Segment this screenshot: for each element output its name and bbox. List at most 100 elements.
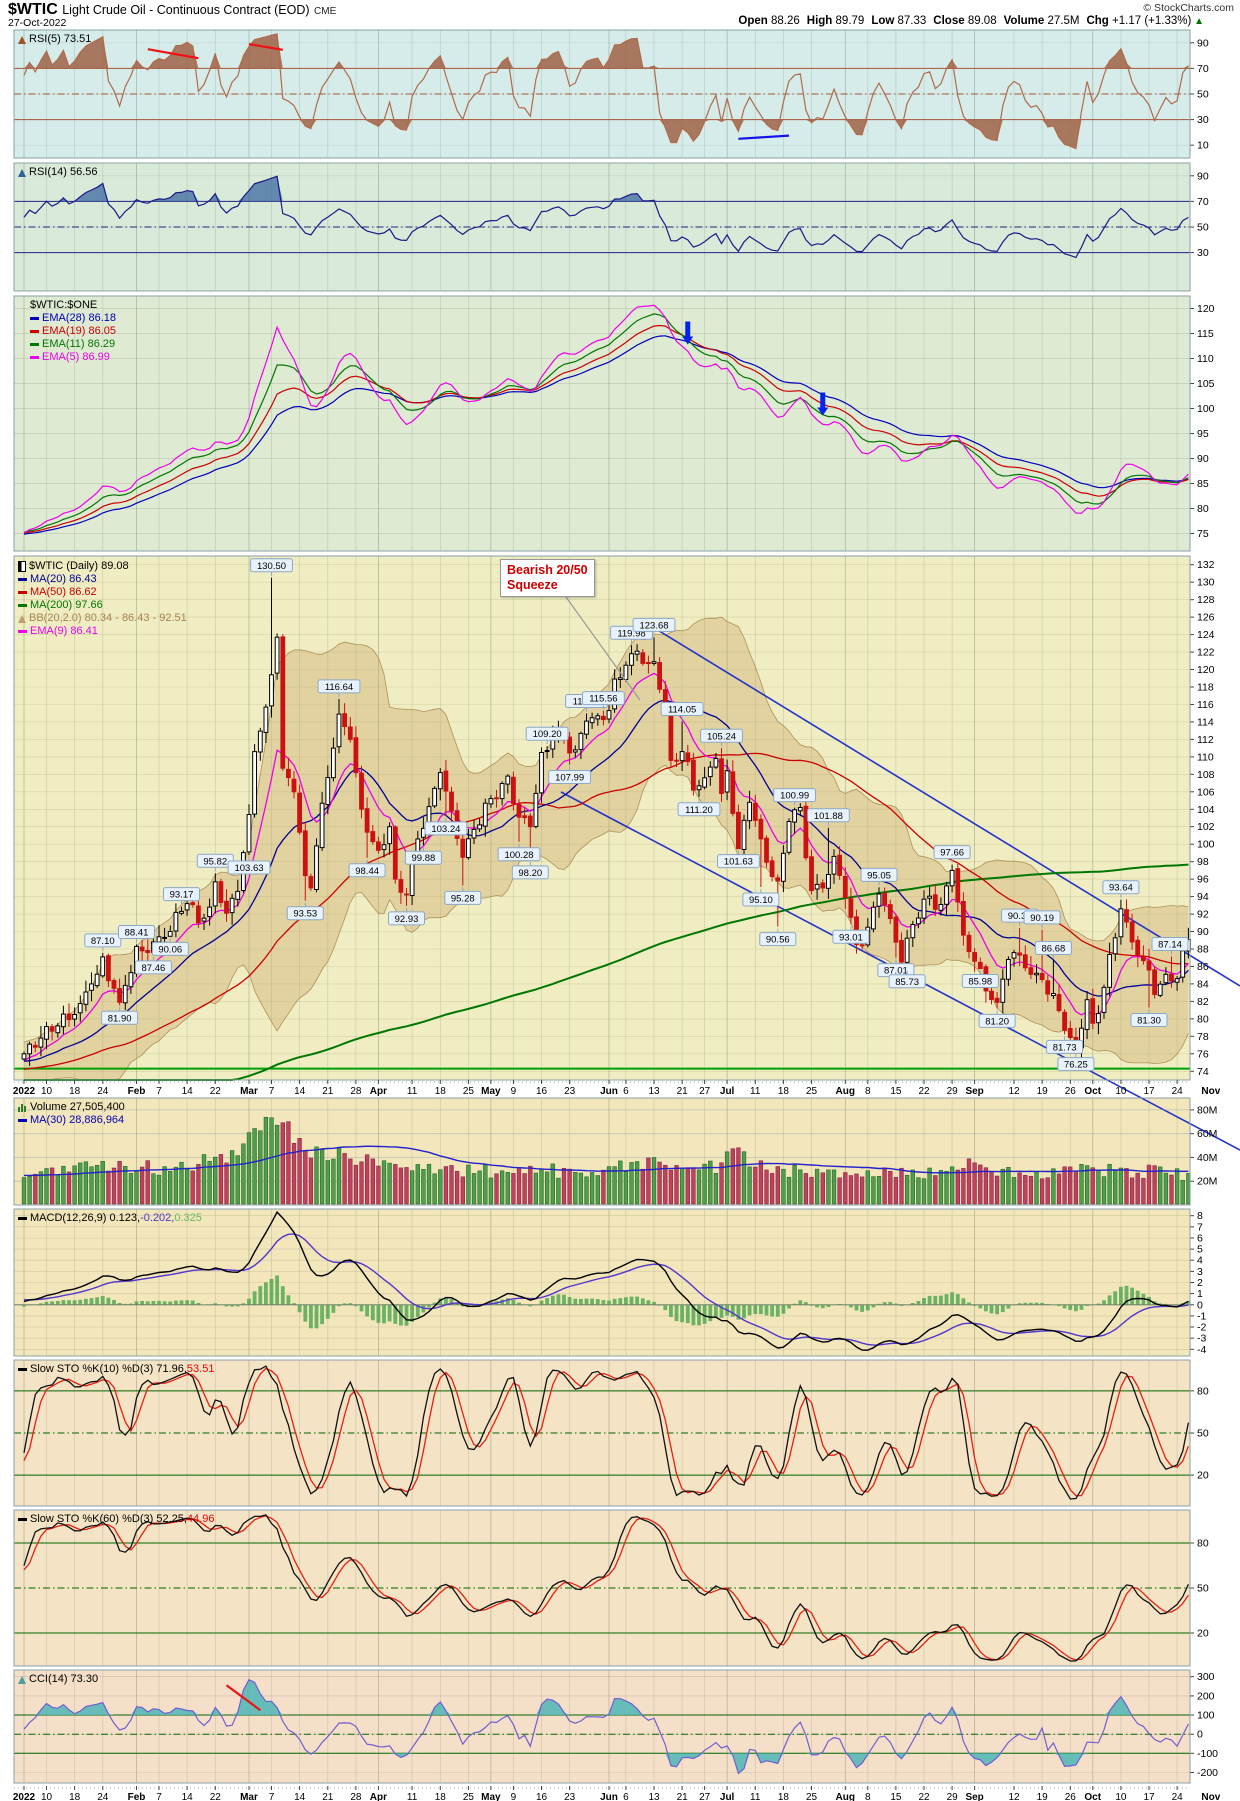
legend-row: MA(50) 86.62 (18, 586, 187, 599)
svg-text:106: 106 (1197, 786, 1215, 798)
svg-text:40M: 40M (1197, 1152, 1217, 1164)
svg-text:-3: -3 (1197, 1333, 1206, 1345)
svg-text:24: 24 (1172, 1792, 1184, 1801)
ticker-symbol: $WTIC (8, 1, 58, 18)
svg-text:26: 26 (1065, 1792, 1077, 1801)
svg-text:90: 90 (1197, 37, 1209, 49)
blue-down-arrow (682, 321, 694, 345)
svg-text:28: 28 (350, 1086, 362, 1097)
svg-text:92.93: 92.93 (395, 914, 419, 925)
svg-text:95.28: 95.28 (451, 893, 475, 904)
legend-text: CCI(14) 73.30 (29, 1673, 99, 1685)
svg-text:16: 16 (536, 1086, 548, 1097)
svg-text:98: 98 (1197, 856, 1209, 868)
svg-text:100.99: 100.99 (780, 791, 809, 802)
svg-text:24: 24 (1172, 1086, 1184, 1097)
svg-text:10: 10 (1115, 1792, 1127, 1801)
svg-text:85.98: 85.98 (968, 977, 992, 988)
svg-text:13: 13 (648, 1792, 660, 1801)
svg-text:82: 82 (1197, 996, 1209, 1008)
svg-text:88: 88 (1197, 944, 1209, 956)
sto1-legend: Slow STO %K(10) %D(3) 71.96, 53.51 (18, 1363, 214, 1376)
svg-text:7: 7 (1197, 1221, 1203, 1233)
legend-text: MA(50) 86.62 (30, 586, 97, 598)
svg-text:90.39: 90.39 (1008, 911, 1032, 922)
svg-text:70: 70 (1197, 63, 1209, 75)
quote-label: High (806, 15, 833, 27)
svg-text:95.10: 95.10 (749, 895, 773, 906)
svg-text:81.20: 81.20 (985, 1016, 1009, 1027)
legend-text: 44.96 (186, 1513, 215, 1525)
quote-value: 89.08 (964, 15, 997, 27)
legend-text: EMA(28) 86.18 (42, 312, 116, 324)
svg-text:103.24: 103.24 (431, 824, 460, 835)
exchange-label: CME (314, 6, 337, 17)
svg-text:23: 23 (564, 1086, 576, 1097)
svg-text:90.19: 90.19 (1030, 913, 1054, 924)
legend-text: -0.202, (140, 1212, 175, 1224)
legend-row: RSI(5) 73.51 (18, 33, 91, 46)
cci-panel (14, 1670, 1190, 1783)
price-callout-labels: 87.10 81.90 88.41 87.46 90.06 93.17 95.82 103.6… (84, 558, 1189, 1072)
quote-value: 89.79 (832, 15, 865, 27)
svg-text:70: 70 (1197, 196, 1209, 208)
svg-text:11: 11 (407, 1792, 418, 1801)
svg-text:25: 25 (463, 1086, 475, 1097)
svg-text:-1: -1 (1197, 1310, 1206, 1322)
line-style-icon (18, 1368, 27, 1371)
svg-text:Mar: Mar (240, 1086, 258, 1097)
legend-text: Slow STO %K(10) %D(3) 71.96, (30, 1363, 187, 1375)
svg-text:95: 95 (1197, 428, 1209, 440)
svg-text:119.98: 119.98 (617, 628, 645, 639)
svg-text:16: 16 (536, 1792, 548, 1801)
svg-text:10: 10 (1197, 140, 1209, 152)
svg-text:18: 18 (778, 1086, 790, 1097)
svg-text:50: 50 (1197, 1583, 1209, 1595)
svg-text:86: 86 (1197, 961, 1209, 973)
svg-text:Apr: Apr (370, 1792, 387, 1801)
quote-label: Open (738, 15, 768, 27)
legend-text: 53.51 (186, 1363, 215, 1375)
svg-text:-4: -4 (1197, 1344, 1206, 1356)
svg-text:Feb: Feb (128, 1086, 146, 1097)
legend-row: EMA(5) 86.99 (30, 351, 116, 364)
svg-text:12: 12 (1008, 1792, 1020, 1801)
svg-text:100.28: 100.28 (504, 850, 533, 861)
svg-text:93.53: 93.53 (293, 909, 317, 920)
squeeze-text-line2: Squeeze (507, 578, 558, 592)
svg-text:80M: 80M (1197, 1104, 1217, 1116)
legend-row: Slow STO %K(60) %D(3) 52.25, 44.96 (18, 1513, 214, 1526)
ratio-panel (14, 296, 1190, 551)
svg-text:11: 11 (750, 1792, 761, 1801)
svg-text:126: 126 (1197, 612, 1215, 624)
svg-text:116: 116 (1197, 699, 1214, 711)
legend-row: EMA(28) 86.18 (30, 312, 116, 325)
mountain-icon (18, 1675, 26, 1684)
svg-text:7: 7 (156, 1792, 162, 1801)
svg-text:-200: -200 (1197, 1767, 1218, 1779)
mountain-icon (18, 614, 26, 623)
line-style-icon (18, 578, 27, 581)
legend-row: Slow STO %K(10) %D(3) 71.96, 53.51 (18, 1363, 214, 1376)
svg-text:99.88: 99.88 (411, 853, 435, 864)
svg-text:18: 18 (69, 1792, 81, 1801)
svg-text:9: 9 (511, 1792, 517, 1801)
svg-text:18: 18 (435, 1792, 447, 1801)
svg-text:May: May (481, 1086, 501, 1097)
svg-text:50: 50 (1197, 1428, 1209, 1440)
svg-text:87.46: 87.46 (141, 963, 165, 974)
svg-text:Feb: Feb (128, 1792, 146, 1801)
quote-label: Close (933, 15, 965, 27)
svg-text:10: 10 (41, 1792, 53, 1801)
line-style-icon (30, 343, 39, 346)
line-style-icon (18, 604, 27, 607)
legend-text: Slow STO %K(60) %D(3) 52.25, (30, 1513, 187, 1525)
svg-text:120: 120 (1197, 303, 1215, 315)
quote-value: 88.26 (767, 15, 800, 27)
legend-row: EMA(11) 86.29 (30, 338, 116, 351)
blue-down-arrow (817, 392, 829, 416)
svg-text:130.50: 130.50 (257, 561, 286, 572)
svg-text:80: 80 (1197, 503, 1209, 515)
quote-label: Chg (1086, 15, 1109, 27)
svg-text:7: 7 (156, 1086, 162, 1097)
